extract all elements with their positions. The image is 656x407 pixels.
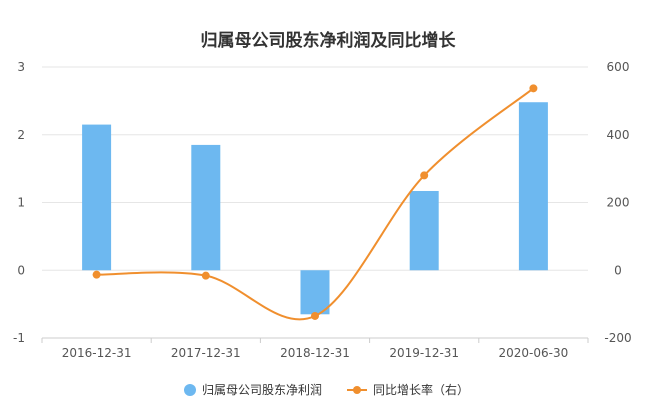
y-right-tick-label: 400 bbox=[607, 128, 630, 142]
growth-point bbox=[92, 270, 101, 279]
x-tick-label: 2018-12-31 bbox=[280, 346, 350, 360]
bar bbox=[82, 124, 112, 271]
y-left-tick-label: 0 bbox=[17, 263, 25, 277]
legend-bar-label: 归属母公司股东净利润 bbox=[202, 383, 322, 397]
bar bbox=[409, 190, 439, 271]
bar bbox=[300, 270, 330, 315]
growth-point bbox=[420, 171, 429, 180]
y-right-tick-label: 0 bbox=[614, 263, 622, 277]
y-right-tick-label: -200 bbox=[604, 331, 631, 345]
line-series bbox=[92, 84, 538, 321]
y-right-tick-label: 600 bbox=[607, 60, 630, 74]
x-tick-label: 2019-12-31 bbox=[389, 346, 459, 360]
growth-point bbox=[201, 271, 210, 280]
legend-bar-marker bbox=[184, 384, 196, 396]
growth-line bbox=[96, 87, 535, 321]
legend-line-dot bbox=[353, 386, 361, 394]
x-tick-label: 2016-12-31 bbox=[62, 346, 132, 360]
y-left-tick-label: 3 bbox=[17, 60, 25, 74]
x-tick-label: 2020-06-30 bbox=[499, 346, 569, 360]
growth-point bbox=[529, 84, 538, 93]
legend[interactable]: 归属母公司股东净利润 同比增长率（右） bbox=[184, 382, 469, 397]
x-tick-label: 2017-12-31 bbox=[171, 346, 241, 360]
y-left-tick-label: 2 bbox=[17, 128, 25, 142]
bar-series bbox=[82, 102, 548, 315]
y-right-tick-label: 200 bbox=[607, 196, 630, 210]
growth-point bbox=[311, 311, 319, 320]
y-left-tick-label: 1 bbox=[17, 196, 25, 210]
bar bbox=[518, 102, 548, 271]
axes: 3 600 2 400 1 200 0 0 -1 -200 2016-12-31 2017-12-31… bbox=[13, 60, 632, 360]
y-left-tick-label: -1 bbox=[13, 331, 25, 345]
bar bbox=[191, 144, 221, 271]
chart-title: 归属母公司股东净利润及同比增长 bbox=[201, 30, 457, 51]
legend-line-label: 同比增长率（右） bbox=[373, 382, 469, 397]
